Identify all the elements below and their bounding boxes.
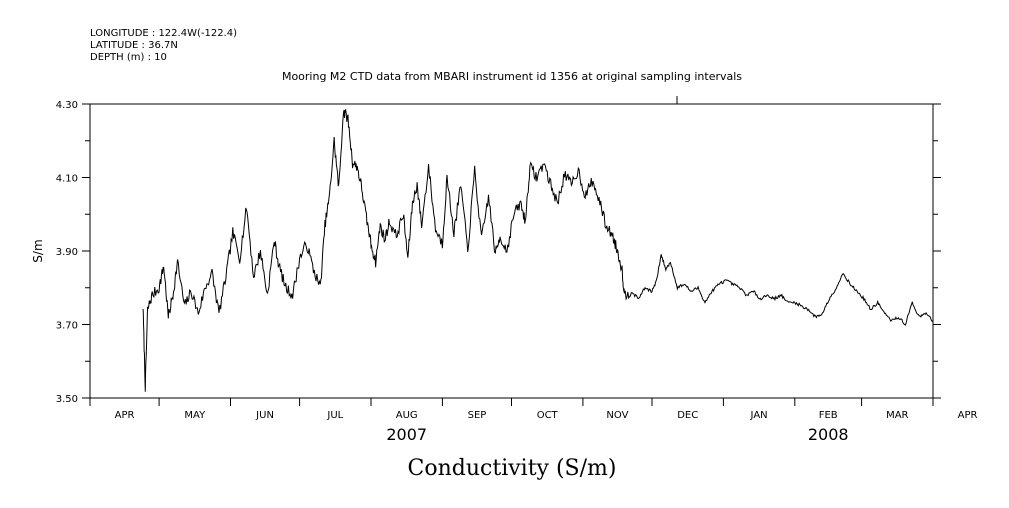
x-month-label: FEB xyxy=(819,410,838,421)
y-tick-label: 3.90 xyxy=(56,247,78,258)
x-year-label: 2008 xyxy=(808,425,849,444)
chart-title: Mooring M2 CTD data from MBARI instrumen… xyxy=(282,70,742,83)
longitude-label: LONGITUDE : 122.4W(-122.4) xyxy=(90,28,237,39)
y-tick-label: 3.50 xyxy=(56,394,78,405)
x-month-label: OCT xyxy=(537,410,559,421)
x-month-label: JUL xyxy=(326,410,343,421)
x-month-label: SEP xyxy=(468,410,487,421)
y-axis: 3.50 3.70 3.90 4.10 4.30 xyxy=(56,100,941,405)
x-month-label: JAN xyxy=(750,410,768,421)
x-month-label: MAY xyxy=(184,410,206,421)
depth-label: DEPTH (m) : 10 xyxy=(90,52,167,63)
y-axis-label: S/m xyxy=(31,239,45,262)
x-month-label: AUG xyxy=(396,410,418,421)
x-month-label: NOV xyxy=(606,410,628,421)
x-month-label: JUN xyxy=(255,410,274,421)
series-layer xyxy=(142,108,934,392)
y-tick-label: 4.10 xyxy=(56,174,78,185)
x-year-label: 2007 xyxy=(386,425,427,444)
x-month-label: DEC xyxy=(677,410,698,421)
x-month-label: MAR xyxy=(886,410,908,421)
conductivity-series-line xyxy=(142,108,934,392)
latitude-label: LATITUDE : 36.7N xyxy=(90,40,178,51)
x-month-label: APR xyxy=(115,410,135,421)
x-axis: APR MAY JUN JUL AUG SEP OCT NOV DEC JAN FEB MAR APR 2… xyxy=(89,398,978,444)
x-axis-label: Conductivity (S/m) xyxy=(408,456,617,481)
plot-frame xyxy=(89,103,934,399)
y-tick-label: 4.30 xyxy=(56,100,78,111)
x-month-label: APR xyxy=(958,410,978,421)
y-tick-label: 3.70 xyxy=(56,321,78,332)
